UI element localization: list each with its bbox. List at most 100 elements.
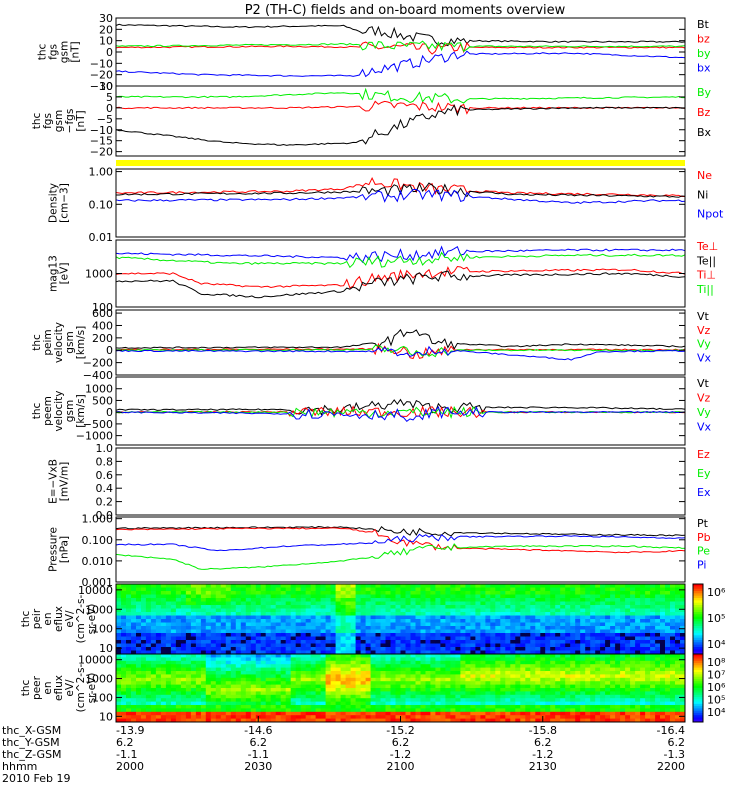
spectrogram-cell xyxy=(170,598,177,602)
colorbar-tick-label: 10⁸ xyxy=(707,656,726,669)
spectrogram-cell xyxy=(525,622,531,627)
spectrogram-cell xyxy=(290,694,297,699)
spectrogram-cell xyxy=(335,711,341,716)
spectrogram-cell xyxy=(270,701,277,706)
spectrogram-cell xyxy=(470,681,476,685)
spectrogram-cell xyxy=(650,615,656,620)
spectrogram-cell xyxy=(375,608,381,613)
spectrogram-cell xyxy=(255,674,262,679)
spectrogram-cell xyxy=(525,694,531,699)
spectrogram-cell xyxy=(565,667,571,672)
spectrogram-cell xyxy=(325,612,331,616)
spectrogram-cell xyxy=(150,619,157,623)
spectrogram-cell xyxy=(205,594,212,599)
spectrogram-cell xyxy=(535,684,541,689)
spectrogram-cell xyxy=(460,629,466,634)
spectrogram-cell xyxy=(590,711,596,716)
spectrogram-cell xyxy=(290,650,297,655)
spectrogram-cell xyxy=(615,640,621,644)
spectrogram-cell xyxy=(630,654,636,658)
spectrogram-cell xyxy=(155,711,162,716)
spectrogram-cell xyxy=(195,688,202,692)
spectrogram-cell xyxy=(410,694,416,699)
spectrogram-cell xyxy=(141,708,147,713)
spectrogram-cell xyxy=(510,664,516,668)
spectrogram-cell xyxy=(215,612,222,616)
spectrogram-cell xyxy=(510,605,516,609)
spectrogram-cell xyxy=(380,657,386,662)
spectrogram-cell xyxy=(485,643,491,648)
spectrogram-cell xyxy=(510,598,516,602)
spectrogram-cell xyxy=(610,647,616,651)
spectrogram-cell xyxy=(410,711,416,716)
spectrogram-cell xyxy=(430,636,436,641)
spectrogram-cell xyxy=(490,587,496,592)
spectrogram-cell xyxy=(145,654,152,658)
spectrogram-cell xyxy=(605,594,611,599)
spectrogram-cell xyxy=(185,694,192,699)
spectrogram-cell xyxy=(155,587,162,592)
spectrogram-cell xyxy=(215,636,222,641)
spectrogram-cell xyxy=(635,674,641,679)
spectrogram-cell xyxy=(145,615,152,620)
spectrogram-cell xyxy=(450,684,456,689)
spectrogram-cell xyxy=(655,671,661,675)
spectrogram-cell xyxy=(340,629,346,634)
spectrogram-cell xyxy=(285,698,292,702)
spectrogram-cell xyxy=(116,650,122,655)
spectrogram-cell xyxy=(340,657,346,662)
spectrogram-cell xyxy=(320,601,326,606)
spectrogram-cell xyxy=(530,664,536,668)
spectrogram-cell xyxy=(325,657,331,662)
spectrogram-cell xyxy=(210,622,217,627)
spectrogram-cell xyxy=(585,677,591,682)
spectrogram-cell xyxy=(435,626,441,630)
spectrogram-cell xyxy=(435,612,441,616)
spectrogram-cell xyxy=(185,615,192,620)
spectrogram-cell xyxy=(420,667,426,672)
y-tick-label: 0 xyxy=(106,344,113,357)
spectrogram-cell xyxy=(430,705,436,709)
spectrogram-cell xyxy=(320,640,326,644)
spectrogram-cell xyxy=(190,633,197,637)
spectrogram-cell xyxy=(455,643,461,648)
spectrogram-cell xyxy=(210,647,217,651)
spectrogram-cell xyxy=(590,694,596,699)
spectrogram-cell xyxy=(515,674,521,679)
spectrogram-cell xyxy=(200,594,207,599)
spectrogram-cell xyxy=(215,691,222,696)
spectrogram-cell xyxy=(670,591,676,595)
spectrogram-cell xyxy=(175,694,182,699)
spectrogram-cell xyxy=(131,691,137,696)
spectrogram-cell xyxy=(570,654,576,658)
spectrogram-cell xyxy=(665,698,671,702)
spectrogram-cell xyxy=(425,715,431,719)
spectrogram-cell xyxy=(595,640,601,644)
spectrogram-cell xyxy=(520,701,526,706)
spectrogram-cell xyxy=(295,636,302,641)
spectrogram-cell xyxy=(285,612,292,616)
spectrogram-cell xyxy=(225,660,232,665)
spectrogram-cell xyxy=(170,694,177,699)
spectrogram-cell xyxy=(645,657,651,662)
spectrogram-cell xyxy=(260,594,267,599)
spectrogram-cell xyxy=(445,698,451,702)
spectrogram-cell xyxy=(585,587,591,592)
spectrogram-cell xyxy=(435,601,441,606)
spectrogram-cell xyxy=(520,681,526,685)
spectrogram-cell xyxy=(280,650,287,655)
spectrogram-cell xyxy=(245,701,252,706)
colorbar-segment xyxy=(693,667,703,671)
spectrogram-cell xyxy=(565,650,571,655)
spectrogram-cell xyxy=(390,601,396,606)
colorbar-segment xyxy=(693,717,703,721)
spectrogram-cell xyxy=(195,622,202,627)
spectrogram-cell xyxy=(235,650,242,655)
spectrogram-cell xyxy=(460,584,466,588)
spectrogram-cell xyxy=(490,667,496,672)
spectrogram-cell xyxy=(220,650,227,655)
spectrogram-cell xyxy=(575,650,581,655)
spectrogram-cell xyxy=(285,622,292,627)
spectrogram-cell xyxy=(330,615,336,620)
